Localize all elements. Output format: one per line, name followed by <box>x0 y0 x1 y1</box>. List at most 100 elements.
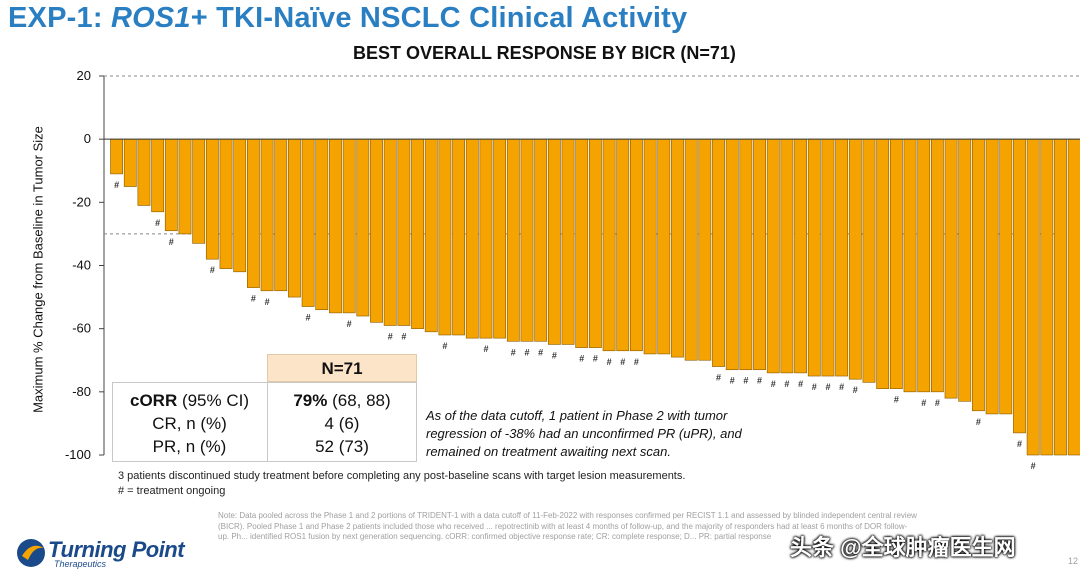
ongoing-marker: # <box>771 379 776 389</box>
ongoing-marker: # <box>265 297 270 307</box>
bar <box>137 138 151 206</box>
bar <box>684 138 698 361</box>
bar <box>288 138 301 298</box>
ongoing-marker: # <box>976 417 981 427</box>
bar <box>438 138 452 336</box>
bar <box>110 138 123 175</box>
logo-wordmark: Turning Point <box>48 537 185 562</box>
bar <box>506 138 520 342</box>
response-table: N=71 cORR (95% CI) 79% (68, 88) CR, n (%… <box>112 354 418 462</box>
bar <box>862 138 876 383</box>
ongoing-marker: # <box>552 350 557 360</box>
study-note: Note: Data pooled across the Phase 1 and… <box>218 511 917 541</box>
ongoing-marker: # <box>483 344 488 354</box>
company-logo: Turning Point Therapeutics <box>14 536 214 572</box>
bar <box>848 138 862 380</box>
ongoing-marker: # <box>401 332 406 342</box>
bar <box>301 138 315 307</box>
bar <box>520 138 534 342</box>
ongoing-marker: # <box>716 373 721 383</box>
bar <box>643 138 657 355</box>
ongoing-marker: # <box>593 354 598 364</box>
bar <box>356 138 370 317</box>
ongoing-marker: # <box>798 379 803 389</box>
ongoing-marker: # <box>524 347 529 357</box>
page-number: 12 <box>1068 556 1079 566</box>
bar <box>671 138 684 358</box>
ongoing-marker: # <box>511 347 516 357</box>
bar <box>493 138 507 339</box>
bar <box>260 138 274 292</box>
bar <box>547 138 561 345</box>
bar <box>999 138 1013 415</box>
footnote-ongoing-legend: # = treatment ongoing <box>118 485 226 497</box>
slide-title: EXP-1: ROS1+ TKI-Naïve NSCLC Clinical Ac… <box>8 2 688 34</box>
ongoing-marker: # <box>935 398 940 408</box>
footnotes: 3 patients discontinued study treatment … <box>118 469 685 499</box>
bar <box>807 138 821 377</box>
bar <box>274 138 288 292</box>
bar <box>972 138 985 412</box>
bar <box>602 138 616 352</box>
y-tick-label: -80 <box>72 384 91 399</box>
bar <box>329 138 342 314</box>
bar <box>1013 138 1026 434</box>
bar <box>424 138 438 333</box>
response-table-header: N=71 <box>267 354 417 382</box>
table-row: PR, n (%) 52 (73) <box>152 437 369 456</box>
bar <box>219 138 233 269</box>
bar <box>835 138 849 377</box>
ongoing-marker: # <box>894 395 899 405</box>
upr-annotation: As of the data cutoff, 1 patient in Phas… <box>426 408 742 459</box>
ongoing-marker: # <box>607 357 612 367</box>
bar <box>958 138 972 402</box>
bar <box>164 138 178 232</box>
bar <box>479 138 493 339</box>
bar <box>725 138 739 371</box>
bar <box>903 138 917 393</box>
watermark: 头条 @全球肿瘤医生网 <box>790 535 1016 560</box>
bar <box>944 138 958 399</box>
turning-point-logo-icon <box>17 539 45 567</box>
bar <box>1067 138 1080 456</box>
bar <box>1054 138 1067 456</box>
ongoing-marker: # <box>114 180 119 190</box>
bar <box>876 138 890 389</box>
ongoing-marker: # <box>757 376 762 386</box>
bar <box>766 138 780 374</box>
bar <box>917 138 931 393</box>
bar <box>1026 138 1040 456</box>
ongoing-marker: # <box>743 376 748 386</box>
ongoing-marker: # <box>210 265 215 275</box>
bar <box>178 138 192 235</box>
table-row: cORR (95% CI) 79% (68, 88) <box>129 391 391 410</box>
bar <box>192 138 206 244</box>
bar <box>821 138 835 377</box>
bar <box>383 138 397 326</box>
waterfall-chart: 20 0 -20 -40 -60 -80 -100 # # # # # # # # # # # # # # # # # # # # #… <box>65 68 1080 471</box>
y-tick-label: 20 <box>77 68 91 83</box>
bar <box>534 138 548 342</box>
bar <box>205 138 219 260</box>
bar <box>397 138 411 326</box>
table-row: CR, n (%) 4 (6) <box>152 414 360 433</box>
bar <box>1040 138 1054 456</box>
ongoing-marker: # <box>169 237 174 247</box>
bar <box>452 138 465 336</box>
bar <box>889 138 903 389</box>
chart-subtitle: BEST OVERALL RESPONSE BY BICR (N=71) <box>353 43 736 63</box>
ongoing-marker: # <box>579 354 584 364</box>
bar <box>930 138 944 393</box>
bar <box>370 138 383 323</box>
ongoing-marker: # <box>347 319 352 329</box>
bar <box>630 138 643 352</box>
ongoing-marker: # <box>538 347 543 357</box>
bar <box>588 138 602 348</box>
ongoing-marker: # <box>306 313 311 323</box>
ongoing-marker: # <box>825 382 830 392</box>
bar <box>561 138 575 345</box>
ongoing-marker: # <box>620 357 625 367</box>
bar <box>465 138 479 339</box>
bar <box>985 138 999 415</box>
y-tick-label: -60 <box>72 321 91 336</box>
